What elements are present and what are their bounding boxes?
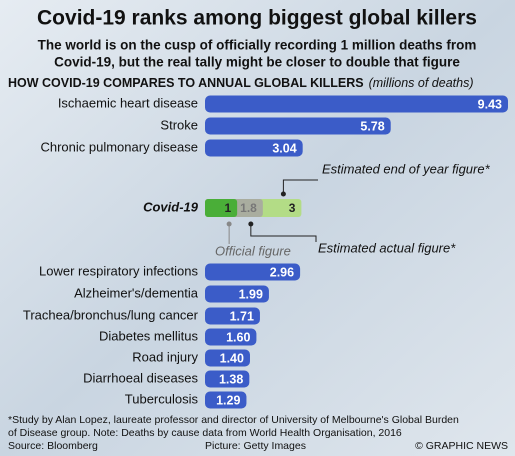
heading: HOW COVID-19 COMPARES TO ANNUAL GLOBAL K…: [8, 76, 473, 90]
value-label: 1.40: [220, 351, 244, 365]
value-label: 2.96: [270, 265, 294, 279]
value-label: 1.38: [219, 372, 243, 386]
category-label: Trachea/bronchus/lung cancer: [23, 307, 199, 322]
bar: [205, 328, 257, 346]
leader-line: [250, 224, 317, 242]
title: Covid-19 ranks among biggest global kill…: [37, 7, 477, 30]
annotation: Estimated actual figure*: [318, 240, 456, 255]
category-label: Diabetes mellitus: [99, 328, 198, 343]
subtitle: Covid-19, but the real tally might be cl…: [54, 55, 460, 70]
value-label: 5.78: [360, 119, 384, 133]
category-label: Ischaemic heart disease: [58, 95, 198, 110]
covid-bar: [205, 199, 238, 217]
source: Source: Bloomberg: [8, 440, 98, 452]
picture-credit: Picture: Getty Images: [205, 440, 306, 452]
leader-dot: [248, 221, 254, 227]
category-label: Stroke: [160, 117, 198, 132]
category-label: Road injury: [132, 349, 198, 364]
bar: [205, 307, 260, 325]
bar: [205, 391, 247, 409]
value-label: 1.60: [226, 330, 250, 344]
footnote: *Study by Alan Lopez, laureate professor…: [8, 414, 459, 426]
leader-dot: [226, 221, 232, 227]
bar: [205, 139, 303, 157]
category-label: Chronic pulmonary disease: [40, 139, 198, 154]
covid-label: Covid-19: [143, 199, 199, 214]
value-label: 1.99: [239, 287, 263, 301]
value-label: 3.04: [272, 141, 296, 155]
category-label: Alzheimer's/dementia: [74, 285, 199, 300]
footnote: of Disease group. Note: Deaths by cause …: [8, 427, 402, 439]
covid-value-label: 1.8: [240, 201, 257, 215]
bar: [205, 349, 250, 367]
category-label: Diarrhoeal diseases: [83, 370, 198, 385]
heading-unit: (millions of deaths): [369, 76, 474, 90]
bar: [205, 263, 301, 281]
category-label: Tuberculosis: [125, 391, 199, 406]
bar: [205, 117, 391, 135]
value-label: 1.71: [230, 309, 254, 323]
footer: *Study by Alan Lopez, laureate professor…: [8, 414, 508, 452]
covid-value-label: 3: [289, 201, 296, 215]
credit: © GRAPHIC NEWS: [415, 440, 508, 452]
bar: [205, 370, 250, 388]
bar: [205, 285, 269, 303]
leader-line: [282, 179, 318, 194]
subtitle: The world is on the cusp of officially r…: [38, 38, 477, 53]
annotation: Official figure: [215, 243, 291, 258]
heading-text: HOW COVID-19 COMPARES TO ANNUAL GLOBAL K…: [8, 76, 364, 90]
bar: [205, 95, 508, 113]
value-label: 1.29: [216, 393, 240, 407]
annotation: Estimated end of year figure*: [322, 161, 491, 176]
covid-value-label: 1: [224, 201, 231, 215]
leader-dot: [280, 191, 286, 197]
category-label: Lower respiratory infections: [39, 263, 198, 278]
value-label: 9.43: [478, 97, 502, 111]
